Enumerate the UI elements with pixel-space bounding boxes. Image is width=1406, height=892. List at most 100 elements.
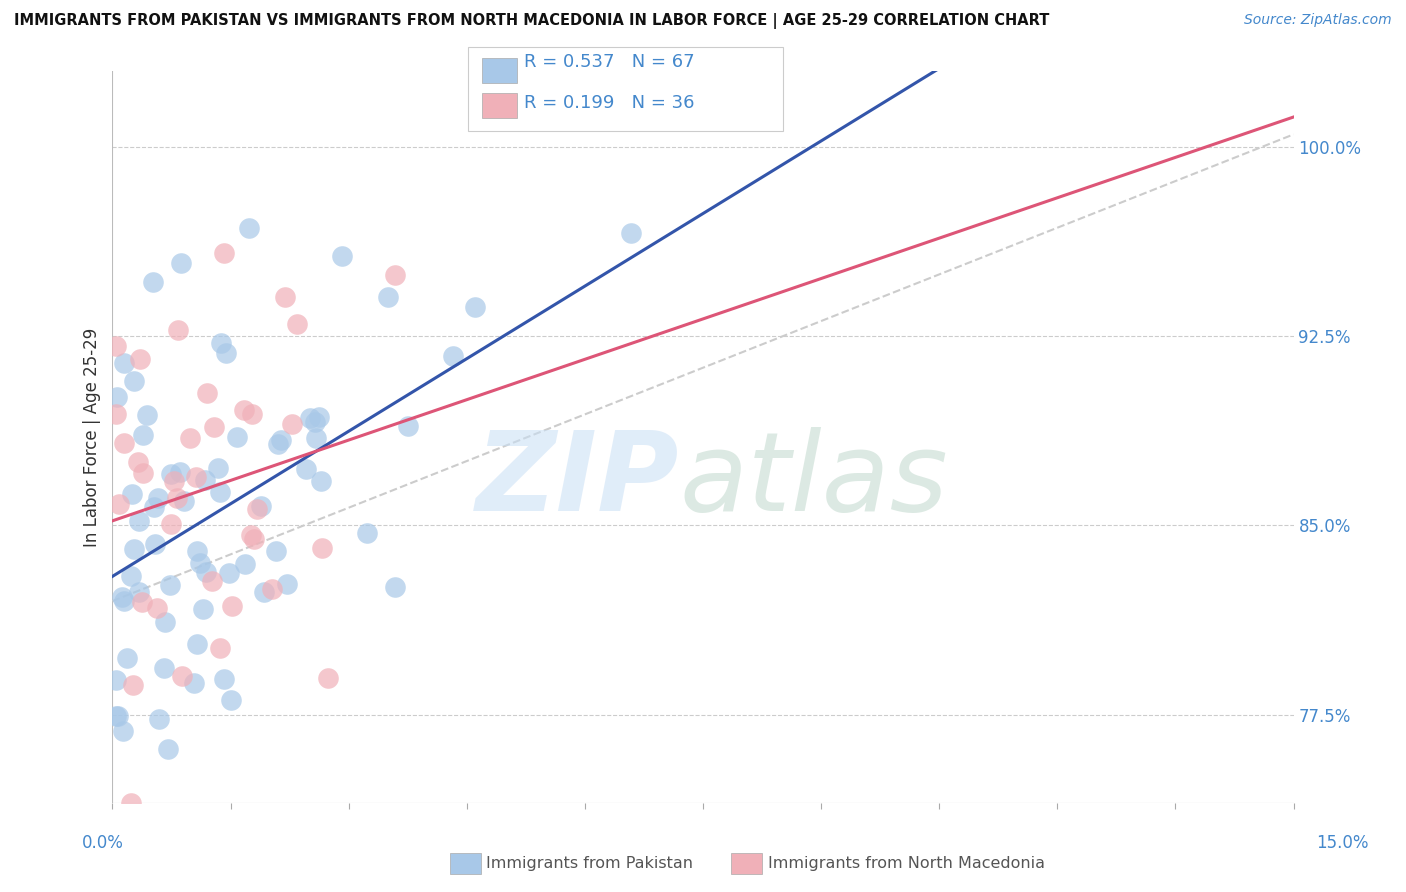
Point [249,499,271,513]
Y-axis label: In Labor Force | Age 25-29: In Labor Force | Age 25-29 [83,327,101,547]
Point [246,502,269,516]
Point [131,466,153,480]
Point [186,637,208,651]
Point [173,494,195,508]
Point [281,417,304,431]
Point [166,323,188,337]
Point [208,485,231,500]
Point [305,432,328,446]
Point [384,268,406,283]
Point [127,455,149,469]
Text: ZIP: ZIP [475,427,679,534]
Point [212,246,235,260]
Point [238,220,260,235]
Text: IMMIGRANTS FROM PAKISTAN VS IMMIGRANTS FROM NORTH MACEDONIA IN LABOR FORCE | AGE: IMMIGRANTS FROM PAKISTAN VS IMMIGRANTS F… [14,13,1049,29]
Point [195,565,218,579]
Point [111,590,134,604]
Point [120,569,142,583]
Point [270,433,292,447]
Point [128,585,150,599]
Point [112,436,135,450]
Point [264,544,287,558]
Point [330,249,353,263]
Point [159,578,181,592]
Point [276,577,298,591]
Point [267,437,290,451]
Point [311,541,333,556]
Point [304,415,326,429]
Point [194,473,217,487]
Point [274,290,297,304]
Point [201,574,224,589]
Point [221,599,243,613]
Point [285,317,308,331]
Point [233,402,256,417]
Point [170,256,193,270]
Text: Immigrants from Pakistan: Immigrants from Pakistan [486,856,693,871]
Point [153,615,176,630]
Point [105,709,128,723]
Text: 0.0%: 0.0% [82,834,124,852]
Point [396,418,419,433]
Point [214,672,236,686]
Point [384,580,406,594]
Point [233,557,256,571]
Point [186,470,208,484]
Text: atlas: atlas [679,427,948,534]
Point [208,641,231,656]
Text: Source: ZipAtlas.com: Source: ZipAtlas.com [1244,13,1392,28]
Point [115,651,138,665]
Point [202,420,225,434]
Point [112,355,135,369]
Point [215,346,238,360]
Point [107,709,129,723]
Point [105,339,128,353]
Point [240,407,263,421]
Point [464,300,486,314]
Point [356,526,378,541]
Point [152,661,174,675]
Point [105,391,128,405]
Point [209,336,232,351]
Point [188,556,211,570]
Point [131,427,153,442]
Point [166,491,188,505]
Point [170,668,193,682]
Point [156,742,179,756]
Point [308,410,330,425]
Point [252,585,274,599]
Point [169,466,191,480]
Point [377,290,399,304]
Point [122,541,145,556]
Text: 15.0%: 15.0% [1316,834,1369,852]
Point [294,462,316,476]
Point [316,671,339,685]
Point [112,594,135,608]
Point [112,724,135,739]
Text: Immigrants from North Macedonia: Immigrants from North Macedonia [768,856,1045,871]
Point [191,602,214,616]
Point [143,537,166,551]
Text: R = 0.537   N = 67: R = 0.537 N = 67 [524,54,695,71]
Point [146,491,169,505]
Point [262,582,284,596]
Point [146,601,169,615]
Point [160,517,183,532]
Point [120,796,142,810]
Point [207,461,229,475]
Point [443,349,465,363]
Point [240,528,263,542]
Point [142,275,165,289]
Text: R = 0.199   N = 36: R = 0.199 N = 36 [524,94,695,112]
Point [620,226,643,240]
Point [135,409,157,423]
Point [108,497,131,511]
Point [121,678,143,692]
Point [218,566,240,580]
Point [128,514,150,528]
Point [148,712,170,726]
Point [129,351,152,366]
Point [105,673,128,687]
Point [142,500,165,514]
Point [131,594,153,608]
